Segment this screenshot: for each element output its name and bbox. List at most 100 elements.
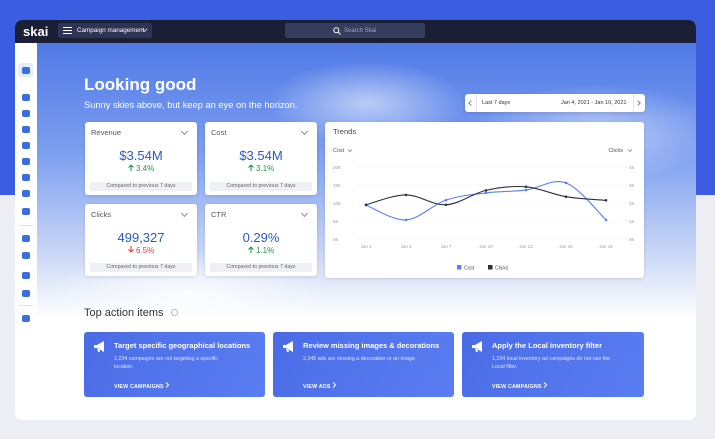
hamburger-icon (63, 27, 72, 34)
nav-icon[interactable] (22, 94, 30, 101)
page-title: Looking good (84, 75, 197, 94)
comparison: Compared to previous 7 days (90, 182, 192, 191)
menu-button[interactable]: Campaign management (58, 23, 152, 38)
sidebar (15, 43, 38, 420)
nav-icon[interactable] (22, 315, 30, 322)
divider (19, 225, 33, 226)
trends-title: Trends (333, 127, 356, 136)
nav-icon[interactable] (22, 235, 30, 242)
chevron[interactable] (180, 127, 189, 136)
link-arrow (544, 382, 548, 388)
info-icon[interactable] (171, 309, 178, 316)
legend-label: Cost (464, 266, 475, 272)
nav-icon[interactable] (22, 252, 30, 259)
change-value: 3.1% (256, 164, 275, 173)
y2-tick-label: 0K (629, 237, 635, 242)
change-value: 3.4% (136, 164, 155, 173)
action-card[interactable]: Review missing images & decorations 2,34… (273, 332, 454, 397)
megaphone-icon (283, 341, 293, 352)
x-tick-label: Jun 4 (400, 244, 412, 249)
logo[interactable]: skai (23, 24, 49, 39)
chevron[interactable] (180, 209, 189, 218)
chevron (142, 26, 148, 32)
nav-icon[interactable] (22, 67, 30, 74)
action-card[interactable]: Target specific geographical locations 1… (84, 332, 265, 397)
action-description: 2,345 ads are missing a decoration or an… (303, 356, 415, 362)
metric-change: 1.1% (205, 246, 317, 255)
change-value: 6.5% (136, 246, 155, 255)
data-point (564, 195, 568, 198)
date-range: Jan 4, 2021 - Jan 10, 2021 (561, 100, 627, 106)
y-tick-label: 10K (333, 201, 341, 206)
x-tick-label: Jun 13 (519, 244, 533, 249)
y-tick-label: 20K (333, 165, 341, 170)
nav-icon[interactable] (22, 158, 30, 165)
x-tick-label: Jun 19 (599, 244, 613, 249)
section-title: Top action items (84, 307, 164, 319)
prev-button[interactable] (465, 94, 477, 112)
data-point (524, 188, 528, 192)
action-description: 1,234 campaigns are not targeting a spec… (114, 356, 218, 370)
chevron[interactable] (300, 127, 309, 136)
metric-label: Cost (211, 128, 227, 137)
data-point (444, 203, 448, 207)
nav-icon[interactable] (22, 126, 30, 133)
data-point (404, 218, 408, 222)
data-point (364, 203, 368, 207)
next-button[interactable] (633, 94, 645, 112)
nav-icon[interactable] (22, 174, 30, 181)
action-description: 1,234 local inventory ad campaigns do no… (492, 356, 611, 370)
link-text: VIEW CAMPAIGNS (114, 384, 164, 390)
y-tick-label: 0K (333, 237, 339, 242)
y2-tick-label: 2K (629, 201, 635, 206)
down-arrow (127, 246, 134, 253)
right-selector[interactable]: Clicks (608, 148, 623, 154)
link-text: VIEW CAMPAIGNS (492, 384, 542, 390)
action-title: Review missing images & decorations (303, 341, 440, 350)
trends-chart: Trends Cost Clicks 0K 5K 10K 15K 20K 0K 1K 2K 3K… (333, 127, 635, 272)
metric-change: 6.5% (85, 246, 197, 255)
action-link[interactable]: VIEW ADS (303, 382, 337, 390)
metric-label: CTR (211, 210, 227, 219)
data-point (604, 199, 608, 202)
up-arrow (247, 164, 254, 171)
metric-card: Cost $3.54M 3.1% Compared to previous 7 … (205, 122, 317, 195)
menu-label: Campaign management (77, 27, 145, 34)
metric-label: Revenue (91, 128, 122, 137)
action-card[interactable]: Apply the Local inventory filter 1,234 l… (462, 332, 644, 397)
top-nav: skai Campaign management Search Skai (15, 20, 696, 43)
y-tick-label: 15K (333, 183, 341, 188)
trends-card: Trends Cost Clicks 0K 5K 10K 15K 20K 0K 1K 2K 3K… (325, 122, 644, 278)
link-text: VIEW ADS (303, 384, 331, 390)
x-tick-label: Jun 16 (559, 244, 573, 249)
nav-icon[interactable] (22, 142, 30, 149)
action-link[interactable]: VIEW CAMPAIGNS (492, 382, 548, 390)
metric-card: Revenue $3.54M 3.4% Compared to previous… (85, 122, 197, 195)
series-line (365, 181, 607, 221)
y2-tick-label: 4K (629, 165, 635, 170)
link-arrow (332, 382, 337, 388)
divider (19, 305, 33, 306)
comparison: Compared to previous 7 days (90, 263, 192, 272)
nav-icon[interactable] (22, 208, 30, 215)
metric-change: 3.1% (205, 164, 317, 173)
chevron[interactable] (300, 209, 309, 218)
left-selector[interactable]: Cost (333, 148, 345, 154)
up-arrow (247, 246, 254, 253)
metric-value: $3.54M (239, 148, 283, 163)
search-box[interactable]: Search Skai (285, 23, 425, 38)
data-point (484, 191, 488, 195)
metric-label: Clicks (91, 210, 111, 219)
nav-icon[interactable] (22, 190, 30, 197)
y-tick-label: 5K (333, 219, 339, 224)
date-picker[interactable]: Last 7 days Jan 4, 2021 - Jan 10, 2021 (465, 94, 645, 112)
nav-icon[interactable] (22, 272, 30, 279)
legend-swatch (488, 265, 493, 270)
x-tick-label: Jun 7 (440, 244, 452, 249)
nav-icon[interactable] (22, 110, 30, 117)
nav-icon[interactable] (22, 290, 30, 297)
data-point (404, 193, 408, 197)
action-link[interactable]: VIEW CAMPAIGNS (114, 382, 170, 390)
data-point (524, 185, 528, 189)
